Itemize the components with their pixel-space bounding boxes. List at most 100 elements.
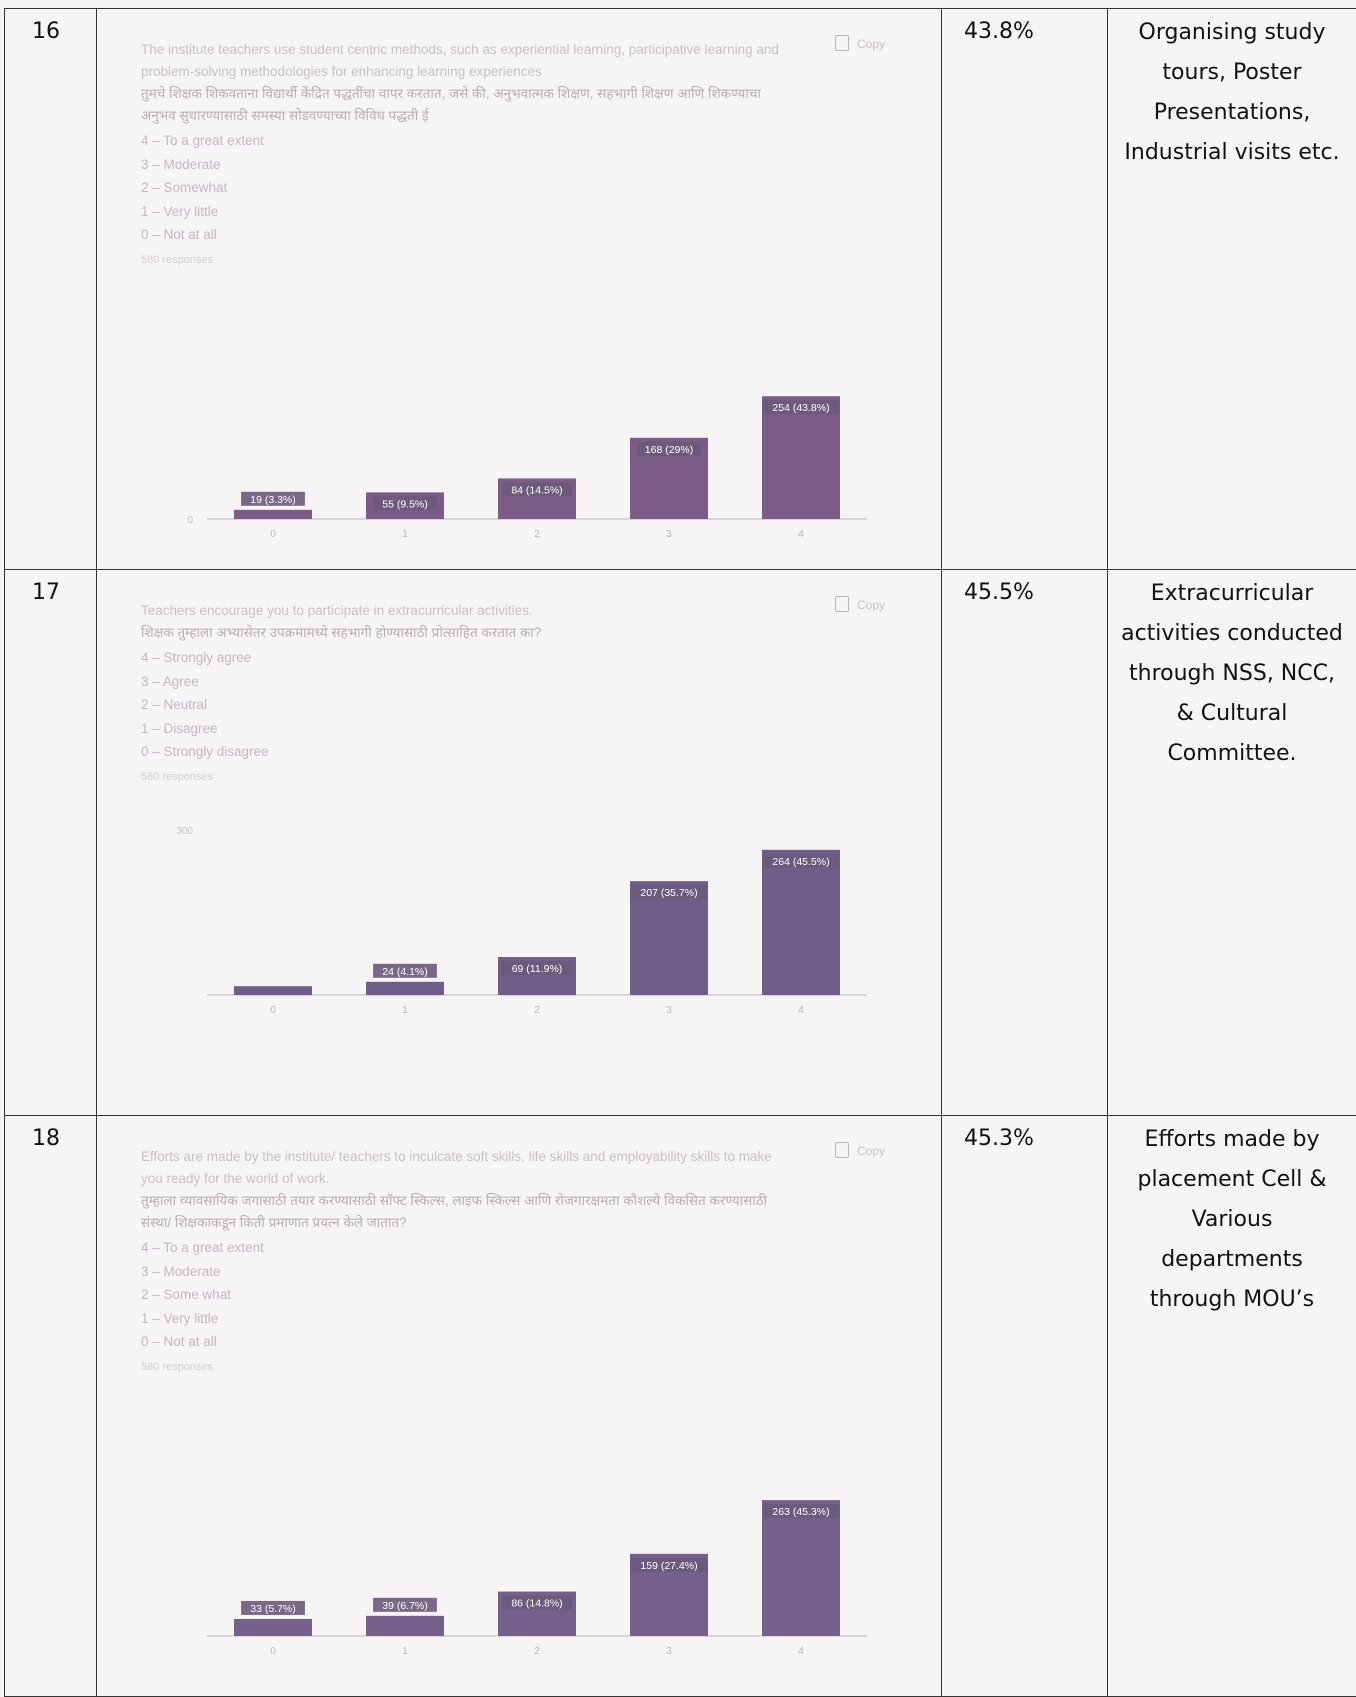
x-tick-label: 0 <box>270 1646 276 1657</box>
scale-option: 2 – Some what <box>141 1283 781 1307</box>
scale-option: 3 – Agree <box>141 670 781 694</box>
scale-option: 3 – Moderate <box>141 1260 781 1284</box>
table-row: 18 Efforts are made by the institute/ te… <box>5 1116 1356 1697</box>
copy-label: Copy <box>857 37 885 51</box>
scale-options: 4 – To a great extent 3 – Moderate 2 – S… <box>141 129 781 247</box>
scale-option: 0 – Not at all <box>141 1330 781 1354</box>
data-label: 33 (5.7%) <box>250 1603 296 1615</box>
copy-icon <box>835 1142 849 1158</box>
x-tick-label: 1 <box>402 1005 408 1016</box>
action-cell: Organising study tours, Poster Presentat… <box>1108 9 1356 570</box>
feedback-table: 16 The institute teachers use student ce… <box>4 8 1356 1697</box>
data-label: 263 (45.3%) <box>772 1506 829 1518</box>
bar <box>234 1619 312 1636</box>
serial-number: 18 <box>5 1116 97 1697</box>
x-tick-label: 3 <box>666 529 672 540</box>
x-tick-label: 0 <box>270 529 276 540</box>
question-cell: The institute teachers use student centr… <box>97 9 942 570</box>
scale-option: 0 – Not at all <box>141 223 781 247</box>
percentage-value: 45.3% <box>942 1116 1107 1151</box>
scale-option: 1 – Disagree <box>141 717 781 741</box>
scale-option: 1 – Very little <box>141 1307 781 1331</box>
copy-label: Copy <box>857 1144 885 1158</box>
bar <box>234 986 312 995</box>
scale-options: 4 – To a great extent 3 – Moderate 2 – S… <box>141 1236 781 1354</box>
question-text: The institute teachers use student centr… <box>141 39 781 271</box>
x-tick-label: 4 <box>798 1005 804 1016</box>
percentage-value: 45.5% <box>942 570 1107 605</box>
question-cell: Teachers encourage you to participate in… <box>97 570 942 1116</box>
question-english: Efforts are made by the institute/ teach… <box>141 1146 781 1190</box>
data-label: 24 (4.1%) <box>382 966 428 978</box>
scale-option: 3 – Moderate <box>141 153 781 177</box>
scale-option: 4 – Strongly agree <box>141 646 781 670</box>
serial-number: 17 <box>5 570 97 1116</box>
x-tick-label: 2 <box>534 1005 540 1016</box>
scale-option: 4 – To a great extent <box>141 129 781 153</box>
percentage-value: 43.8% <box>942 9 1107 44</box>
data-label: 254 (43.8%) <box>772 402 829 414</box>
data-label: 159 (27.4%) <box>640 1560 697 1572</box>
question-english: The institute teachers use student centr… <box>141 39 781 83</box>
response-count: 580 responses <box>141 249 781 271</box>
percentage-cell: 45.3% <box>942 1116 1108 1697</box>
data-label: 69 (11.9%) <box>512 963 563 975</box>
x-tick-label: 0 <box>270 1005 276 1016</box>
copy-button[interactable]: Copy <box>835 35 885 51</box>
response-count: 580 responses <box>141 1356 781 1378</box>
x-tick-label: 2 <box>534 529 540 540</box>
data-label: 55 (9.5%) <box>382 498 428 510</box>
serial-number: 16 <box>5 9 97 570</box>
scale-option: 0 – Strongly disagree <box>141 740 781 764</box>
response-count: 580 responses <box>141 766 781 788</box>
percentage-cell: 43.8% <box>942 9 1108 570</box>
question-marathi: तुम्हाला व्यावसायिक जगासाठी तयार करण्यास… <box>141 1190 781 1234</box>
y-tick-label: 300 <box>176 826 193 837</box>
bar <box>366 1616 444 1636</box>
x-tick-label: 4 <box>798 529 804 540</box>
question-marathi: तुमचे शिक्षक शिकवताना विद्यार्थी केंद्रि… <box>141 83 781 127</box>
copy-label: Copy <box>857 598 885 612</box>
scale-option: 1 – Very little <box>141 200 781 224</box>
percentage-cell: 45.5% <box>942 570 1108 1116</box>
question-text: Efforts are made by the institute/ teach… <box>141 1146 781 1378</box>
data-label: 168 (29%) <box>645 444 693 456</box>
data-label: 19 (3.3%) <box>250 494 296 506</box>
copy-icon <box>835 596 849 612</box>
bar-chart: 33 (5.7%) 0 39 (6.7%) 1 86 (14.8%) 2 159 (27.4… <box>97 1471 942 1681</box>
action-text: Efforts made by placement Cell & Various… <box>1108 1116 1356 1320</box>
bar-chart: 0 19 (3.3%) 0 55 (9.5%) 1 84 (14.5%) 2 168 (29%… <box>97 364 942 564</box>
copy-button[interactable]: Copy <box>835 596 885 612</box>
copy-icon <box>835 35 849 51</box>
table-row: 17 Teachers encourage you to participate… <box>5 570 1356 1116</box>
x-tick-label: 2 <box>534 1646 540 1657</box>
bar <box>762 1500 840 1636</box>
data-label: 39 (6.7%) <box>382 1600 428 1612</box>
x-tick-label: 4 <box>798 1646 804 1657</box>
bar <box>234 510 312 519</box>
y-tick-label: 0 <box>187 515 193 526</box>
bar <box>762 850 840 995</box>
action-cell: Efforts made by placement Cell & Various… <box>1108 1116 1356 1697</box>
x-tick-label: 3 <box>666 1005 672 1016</box>
question-english: Teachers encourage you to participate in… <box>141 600 781 622</box>
x-tick-label: 1 <box>402 529 408 540</box>
bar <box>366 982 444 995</box>
copy-button[interactable]: Copy <box>835 1142 885 1158</box>
action-text: Extracurricular activities conducted thr… <box>1108 570 1356 774</box>
bar-chart: 300 0 24 (4.1%) 1 69 (11.9%) 2 207 (35.7%) 3 264… <box>97 820 942 1040</box>
data-label: 207 (35.7%) <box>640 887 697 899</box>
x-tick-label: 3 <box>666 1646 672 1657</box>
scale-option: 2 – Neutral <box>141 693 781 717</box>
data-label: 264 (45.5%) <box>772 856 829 868</box>
x-tick-label: 1 <box>402 1646 408 1657</box>
scale-option: 2 – Somewhat <box>141 176 781 200</box>
action-cell: Extracurricular activities conducted thr… <box>1108 570 1356 1116</box>
scale-option: 4 – To a great extent <box>141 1236 781 1260</box>
action-text: Organising study tours, Poster Presentat… <box>1108 9 1356 173</box>
scale-options: 4 – Strongly agree 3 – Agree 2 – Neutral… <box>141 646 781 764</box>
question-text: Teachers encourage you to participate in… <box>141 600 781 788</box>
data-label: 84 (14.5%) <box>511 484 562 496</box>
question-marathi: शिक्षक तुम्हाला अभ्यासेतर उपक्रमामध्ये स… <box>141 622 781 644</box>
data-label: 86 (14.8%) <box>511 1598 562 1610</box>
